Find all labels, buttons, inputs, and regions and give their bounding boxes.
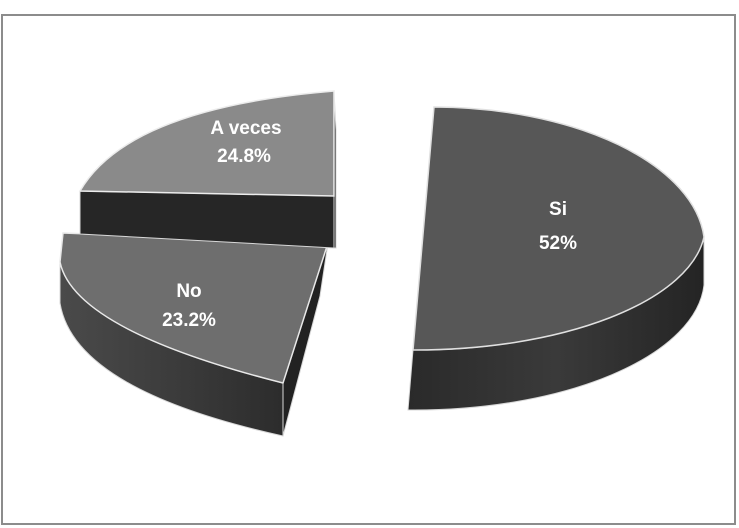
- slice-a-veces: [78, 90, 337, 249]
- slice-a-veces-top: [78, 90, 335, 197]
- slice-value-no: 23.2%: [162, 310, 216, 331]
- slice-si: [407, 106, 705, 411]
- slice-value-a-veces: 24.8%: [217, 146, 271, 167]
- slice-si-top: [412, 106, 705, 351]
- slice-label-no: No: [176, 281, 201, 302]
- slice-no: [59, 232, 330, 437]
- slice-value-si: 52%: [539, 233, 577, 254]
- slice-label-si: Si: [549, 199, 567, 220]
- slice-no-top: [59, 232, 330, 384]
- slice-label-a-veces: A veces: [210, 118, 281, 139]
